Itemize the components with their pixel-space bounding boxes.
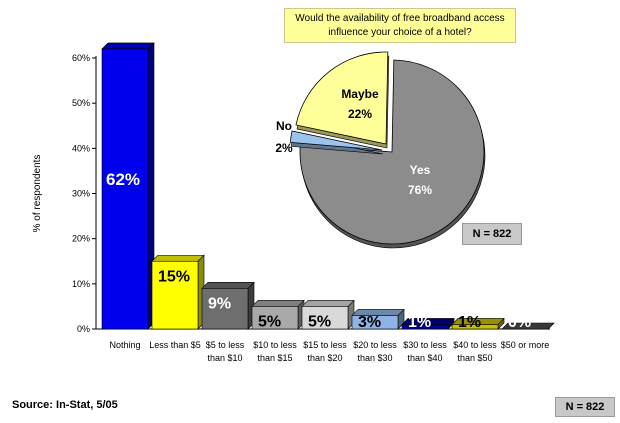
pie-slice-face bbox=[289, 130, 383, 151]
pie-category-label-yes: Yes bbox=[410, 163, 431, 177]
sample-size-box: N = 822 bbox=[555, 397, 615, 417]
x-category-label: $5 to less bbox=[206, 340, 245, 350]
pie-value-label-no: 2% bbox=[275, 141, 293, 155]
bar-top bbox=[101, 42, 155, 50]
bar-value-label: 5% bbox=[258, 313, 281, 330]
bar-top bbox=[501, 322, 555, 330]
x-category-label: than $30 bbox=[357, 353, 392, 363]
bar-value-label: 62% bbox=[106, 170, 140, 189]
bar-4: 5% bbox=[251, 299, 305, 330]
x-category-label: $20 to less bbox=[353, 340, 397, 350]
pie-slice-maybe bbox=[295, 51, 390, 149]
pie-category-label-maybe: Maybe bbox=[341, 87, 379, 101]
pie-sample-size: N = 822 bbox=[462, 223, 522, 245]
y-tick-label: 10% bbox=[72, 279, 90, 289]
x-category-label: than $20 bbox=[307, 353, 342, 363]
bar-7: 1% bbox=[401, 314, 455, 331]
bar-value-label: 3% bbox=[358, 314, 381, 331]
pie-slice-face bbox=[299, 59, 485, 245]
bar-top bbox=[201, 282, 255, 289]
x-category-label: $40 to less bbox=[453, 340, 497, 350]
bar-1: 62% bbox=[101, 42, 155, 330]
pie-value-label-yes: 76% bbox=[408, 183, 432, 197]
pie-value-label-maybe: 22% bbox=[348, 107, 372, 121]
bar-9: 0% bbox=[501, 314, 555, 331]
y-tick-label: 50% bbox=[72, 98, 90, 108]
bar-value-label: 15% bbox=[158, 268, 190, 285]
bar-value-label: 1% bbox=[458, 314, 481, 331]
bar-front bbox=[401, 324, 449, 330]
x-category-label: than $15 bbox=[257, 353, 292, 363]
pie-chart: Yes 76% No 2% Maybe 22% bbox=[275, 51, 486, 249]
pie-sample-size-text: N = 822 bbox=[472, 228, 512, 240]
y-tick-label: 20% bbox=[72, 234, 90, 244]
x-category-label: Less than $5 bbox=[149, 340, 201, 350]
x-category-label: than $50 bbox=[457, 353, 492, 363]
bar-top bbox=[151, 254, 205, 262]
pie-question-box: Would the availability of free broadband… bbox=[284, 8, 516, 43]
y-tick-label: 30% bbox=[72, 189, 90, 199]
bar-top bbox=[301, 300, 355, 307]
sample-size-text: N = 822 bbox=[565, 401, 605, 413]
bar-value-label: 0% bbox=[508, 314, 531, 331]
bar-front bbox=[451, 324, 499, 330]
pie-slice-face bbox=[295, 51, 389, 145]
bar-3: 9% bbox=[201, 281, 255, 330]
bar-6: 3% bbox=[351, 308, 405, 331]
bar-front bbox=[251, 306, 299, 330]
bar-front bbox=[351, 315, 399, 330]
pie-category-label-no: No bbox=[276, 119, 292, 133]
source-note: Source: In-Stat, 5/05 bbox=[12, 399, 118, 411]
pie-question-text: Would the availability of free broadband… bbox=[295, 13, 505, 38]
pie-slice-no bbox=[289, 130, 384, 155]
y-tick-label: 40% bbox=[72, 143, 90, 153]
bar-front bbox=[151, 260, 199, 330]
x-category-label: than $40 bbox=[407, 353, 442, 363]
bar-value-label: 5% bbox=[308, 313, 331, 330]
pie-slice-yes bbox=[299, 59, 486, 249]
x-category-label: $10 to less bbox=[253, 340, 297, 350]
bar-front bbox=[101, 48, 149, 330]
x-category-label: than $10 bbox=[207, 353, 242, 363]
y-tick-label: 60% bbox=[72, 53, 90, 63]
bar-chart: 0% 10% 20% 30% 40% 50% 60% % of respondents 62% N… bbox=[32, 42, 555, 363]
bar-8: 1% bbox=[451, 314, 505, 331]
x-category-label: $15 to less bbox=[303, 340, 347, 350]
bar-front bbox=[201, 288, 249, 330]
x-category-label: Nothing bbox=[109, 340, 140, 350]
bar-value-label: 1% bbox=[408, 314, 431, 331]
y-axis-label: % of respondents bbox=[32, 155, 43, 233]
bar-5: 5% bbox=[301, 299, 355, 330]
x-category-label: $30 to less bbox=[403, 340, 447, 350]
bar-value-label: 9% bbox=[208, 295, 231, 312]
bar-2: 15% bbox=[151, 254, 205, 330]
x-category-label: $50 or more bbox=[501, 340, 550, 350]
bar-top bbox=[251, 300, 305, 307]
y-tick-label: 0% bbox=[77, 324, 90, 334]
bar-front bbox=[301, 306, 349, 330]
